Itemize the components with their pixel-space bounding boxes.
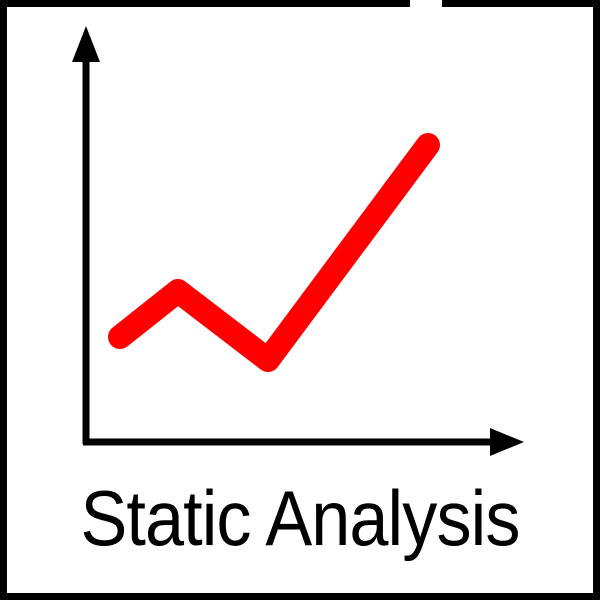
y-axis-arrowhead-icon xyxy=(72,26,100,62)
rising-trend-line xyxy=(108,133,440,372)
caption-text: Static Analysis xyxy=(80,474,520,562)
frame-notch xyxy=(410,0,442,7)
x-axis-arrowhead-icon xyxy=(490,428,524,456)
